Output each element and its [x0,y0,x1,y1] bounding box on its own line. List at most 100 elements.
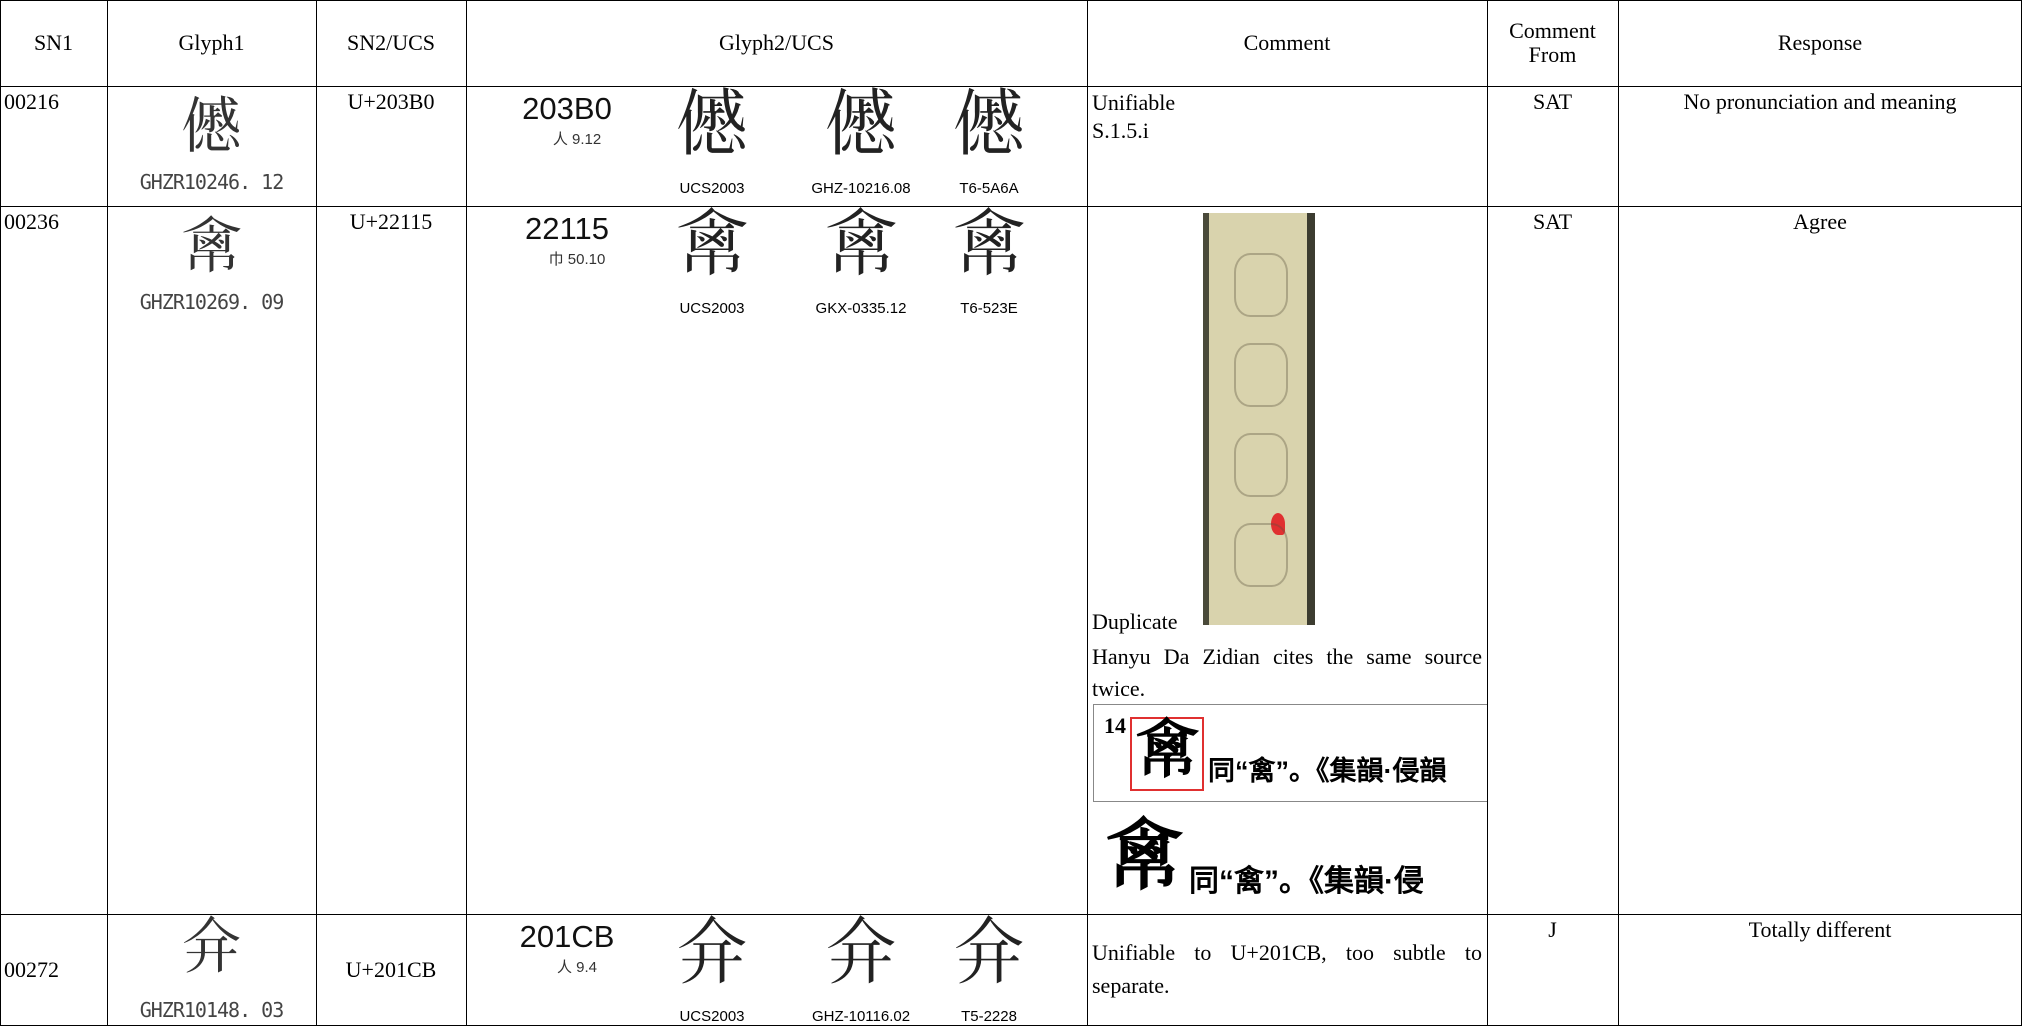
glyph2-char: 𠎰 [952,86,1026,168]
glyph2-char: 𠇋 [675,914,749,996]
glyph1-source: GHZR10246. 12 [139,170,285,194]
table-cell: 00236 [0,206,107,914]
glyph2-char: 𢄕 [675,206,749,288]
glyph2-source: UCS2003 [679,1008,745,1025]
header-cell: Glyph1 [178,30,245,55]
table-cell: 22115 巾 50.10 𢄕 UCS2003 𢄕 GKX-0335.12 𢄕 T6-523E [466,206,1087,914]
sn2: U+22115 [349,209,433,234]
comment: Unifiable S.1.5.i [1092,89,1482,145]
table-cell: 201CB 人 9.4 𠇋 UCS2003 𠇋 GHZ-10116.02 𠇋 T5-2228 [466,914,1087,1026]
glyph2-source: GKX-0335.12 [815,300,907,317]
column-rule [1087,0,1088,1026]
scan-stroke [1234,433,1288,497]
glyph2-char: 𠎰 [675,86,749,168]
scan-stroke [1234,343,1288,407]
row-rule [0,914,2022,915]
glyph1-char: 𢄕 [180,210,243,283]
radical-stroke: 人 9.12 [552,131,602,148]
comment-line: S.1.5.i [1092,118,1149,143]
scan-stroke [1234,523,1288,587]
row-rule [0,206,2022,207]
glyph2-char: 𢄕 [824,206,898,288]
glyph2-char: 𠇋 [824,914,898,996]
table-cell: J [1487,914,1618,1026]
row-rule [0,86,2022,87]
comment-line: Duplicate [1092,609,1178,634]
sn1: 00236 [4,209,59,234]
column-rule [316,0,317,1026]
snippet-char: 𢄕 [1130,717,1204,791]
ucs-code: 203B0 [522,91,612,126]
snippet-text: 同“禽”。《集韻·侵韻 [1208,756,1447,786]
table-cell: 𠎰 GHZR10246. 12 [107,86,316,206]
table-cell: 203B0 人 9.12 𠎰 UCS2003 𠎰 GHZ-10216.08 𠎰 T6-5A6A [466,86,1087,206]
header-cell: Glyph2/UCS [719,30,834,55]
ucs-code: 22115 [525,211,609,246]
sn2: U+203B0 [347,89,435,114]
table-cell: No pronunciation and meaning [1618,86,2022,206]
header-cell: Response [1777,30,1863,55]
table-cell: 𠇋 GHZR10148. 03 [107,914,316,1026]
sn1: 00272 [4,957,59,982]
glyph2-source: T6-523E [960,300,1018,317]
comment-from: SAT [1532,89,1573,114]
glyph2-char: 𠎰 [824,86,898,168]
table-cell: Unifiable to U+201CB, too subtle to sepa… [1087,914,1487,1026]
snippet-number: 14 [1104,713,1126,738]
comment-from: J [1548,917,1557,942]
header-cell: Comment [1243,30,1331,55]
response: Agree [1793,209,1847,234]
glyph2-source: UCS2003 [679,300,745,317]
response: Totally different [1748,917,1892,942]
glyph2-source: T5-2228 [961,1008,1017,1025]
comment: Unifiable to U+201CB, too subtle to sepa… [1092,936,1482,1002]
table-cell: Unifiable S.1.5.i [1087,86,1487,206]
comment-line: Unifiable to U+201CB, too subtle to sepa… [1092,940,1482,998]
glyph1-char: 𠎰 [180,90,243,163]
column-rule [466,0,467,1026]
header-cell: Comment From [1509,18,1596,67]
table-cell: Agree [1618,206,2022,914]
column-rule [1487,0,1488,1026]
scan-stroke [1234,253,1288,317]
response: No pronunciation and meaning [1683,89,1957,114]
glyph1-source: GHZR10148. 03 [139,998,285,1022]
dictionary-snippet: 14 𢄕 同“禽”。《集韻·侵韻 [1093,704,1487,802]
radical-stroke: 人 9.4 [556,959,598,976]
table-cell: 00216 [0,86,107,206]
table-cell: SAT [1487,86,1618,206]
column-rule [1618,0,1619,1026]
sn1: 00216 [4,89,59,114]
glyph2-source: T6-5A6A [959,180,1019,197]
table-cell: U+201CB [316,914,466,1026]
table-cell: 00272 [0,914,107,1026]
table-cell: Duplicate Hanyu Da Zidian cites the same … [1087,206,1487,914]
comment-from: SAT [1532,209,1573,234]
table-cell: Totally different [1618,914,2022,1026]
glyph2-char: 𠇋 [952,914,1026,996]
comment-line: Unifiable [1092,90,1176,115]
dictionary-snippet: 𢄕 同“禽”。《集韻·侵 [1093,812,1487,904]
comment-line: Hanyu Da Zidian cites the same source tw… [1092,644,1482,701]
header-cell: SN2/UCS [346,30,436,55]
glyph2-source: GHZ-10116.02 [811,1008,911,1025]
table-cell: U+22115 [316,206,466,914]
glyph2-char: 𢄕 [952,206,1026,288]
ucs-code: 201CB [519,919,615,954]
table-cell: 𢄕 GHZR10269. 09 [107,206,316,914]
glyph2-source: UCS2003 [679,180,745,197]
scan-image [1203,213,1315,625]
snippet-text: 同“禽”。《集韻·侵 [1189,865,1424,898]
column-rule [107,0,108,1026]
snippet-char: 𢄕 [1105,811,1184,902]
sn2: U+201CB [345,957,437,982]
table-cell: U+203B0 [316,86,466,206]
column-rule [0,0,1,1026]
table-cell: SAT [1487,206,1618,914]
row-rule [0,0,2022,1]
glyph2-source: GHZ-10216.08 [811,180,911,197]
radical-stroke: 巾 50.10 [548,251,606,268]
header-cell: SN1 [33,30,74,55]
